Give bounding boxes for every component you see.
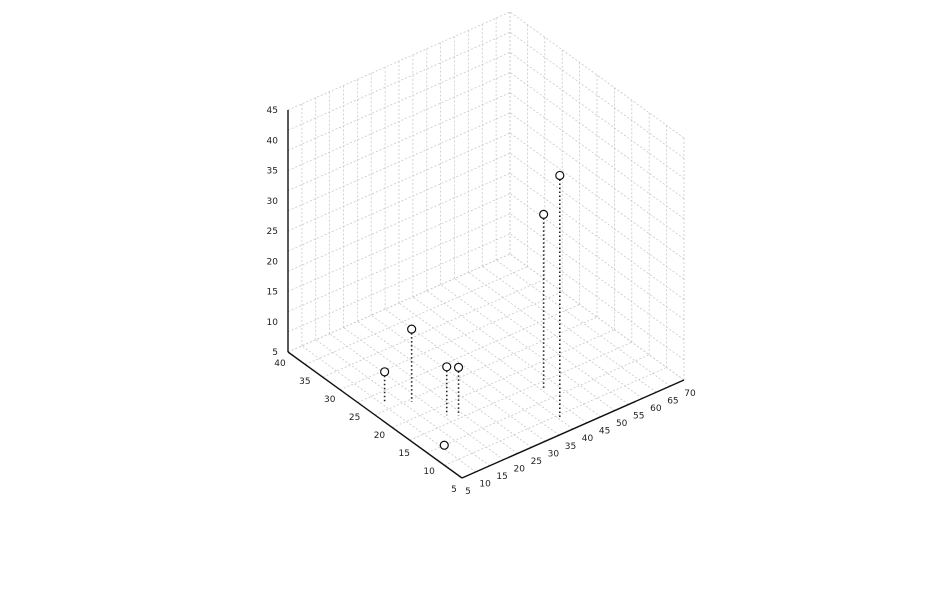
floor-gridline <box>440 284 615 411</box>
floor-gridline <box>322 278 545 378</box>
x-tick-label: 50 <box>616 419 628 429</box>
x-tick-label: 40 <box>582 434 594 444</box>
x-tick-label: 65 <box>667 397 678 407</box>
y-axis-line <box>287 351 463 479</box>
x-axis-line <box>461 379 685 479</box>
back-wall-gridline <box>287 132 511 232</box>
data-point <box>555 170 565 181</box>
axis-frame <box>287 110 685 479</box>
floor-gridline <box>357 321 532 448</box>
floor-gridline <box>427 354 650 454</box>
floor-gridline <box>357 304 580 403</box>
x-tick-label: 30 <box>548 449 560 459</box>
back-wall-gridline <box>287 172 511 272</box>
back-wall-gridline <box>287 92 511 192</box>
back-wall-gridline <box>287 233 511 333</box>
z-tick-label: 40 <box>267 136 279 146</box>
x-tick-label: 70 <box>684 389 696 399</box>
data-point <box>380 367 390 377</box>
y-tick-label: 35 <box>299 377 310 387</box>
z-tick-label: 5 <box>272 348 278 358</box>
back-wall-gridline <box>287 152 511 252</box>
back-wall-gridline <box>287 253 511 353</box>
back-wall-gridline <box>287 193 511 292</box>
back-wall-gridline <box>287 51 511 151</box>
y-tick-label: 20 <box>374 431 386 441</box>
floor-gridline <box>409 341 632 441</box>
floor-gridline <box>371 314 546 442</box>
z-tick-label: 30 <box>267 197 279 207</box>
back-wall-gridline <box>287 11 511 111</box>
z-tick-label: 45 <box>267 106 278 116</box>
data-point <box>439 440 449 450</box>
floor-gridline <box>305 266 528 365</box>
y-tick-label: 30 <box>324 395 336 405</box>
data-point <box>539 209 549 219</box>
y-tick-label: 5 <box>451 485 457 495</box>
grid-layer <box>287 11 685 479</box>
back-wall-gridline <box>287 213 511 313</box>
floor-gridline <box>374 316 598 416</box>
x-tick-label: 35 <box>565 442 576 452</box>
x-tick-label: 25 <box>531 457 542 467</box>
y-tick-label: 25 <box>349 413 360 423</box>
floor-gridline <box>315 339 490 467</box>
floor-gridline <box>495 259 671 387</box>
floor-gridline <box>426 290 601 418</box>
data-point <box>407 324 417 334</box>
y-tick-label: 40 <box>274 359 286 369</box>
x-tick-label: 45 <box>599 427 610 437</box>
back-wall-gridline <box>287 72 511 171</box>
floor-gridline <box>444 367 667 466</box>
x-tick-label: 10 <box>479 479 491 489</box>
back-wall-gridline <box>287 31 511 131</box>
z-tick-label: 20 <box>267 257 279 267</box>
tick-labels: 5 10 15 20 25 30 35 40 45 50 55 60 65 70 5 10 15 20 25 30 35… <box>267 106 696 497</box>
back-wall-gridline <box>287 112 511 212</box>
x-tick-label: 15 <box>496 472 507 482</box>
drop-lines <box>383 175 561 418</box>
y-tick-label: 10 <box>423 467 435 477</box>
z-tick-label: 10 <box>267 318 279 328</box>
z-tick-label: 15 <box>267 288 278 298</box>
data-points <box>380 170 565 450</box>
x-tick-label: 55 <box>633 412 644 422</box>
data-point <box>442 362 452 372</box>
y-tick-label: 15 <box>399 449 410 459</box>
z-tick-label: 25 <box>267 227 278 237</box>
data-point <box>453 362 464 372</box>
x-tick-label: 60 <box>650 404 662 414</box>
x-tick-label: 20 <box>514 464 526 474</box>
floor-gridline <box>392 329 615 428</box>
floor-gridline <box>340 291 563 391</box>
floor-gridline <box>454 278 629 405</box>
z-tick-label: 35 <box>267 167 278 177</box>
x-tick-label: 5 <box>465 487 471 497</box>
